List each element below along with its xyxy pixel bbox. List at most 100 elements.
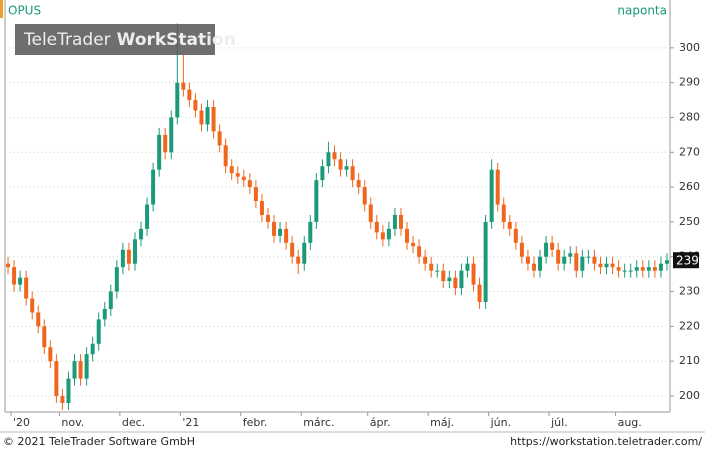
candle-body bbox=[114, 267, 119, 292]
candle-body bbox=[272, 221, 277, 236]
y-tick-label: 230 bbox=[679, 285, 700, 298]
candle-body bbox=[229, 166, 234, 174]
candle-body bbox=[556, 249, 561, 264]
candle-body bbox=[350, 166, 355, 181]
candle-body bbox=[259, 201, 264, 215]
y-tick-label: 250 bbox=[679, 215, 700, 228]
copyright: © 2021 TeleTrader Software GmbH bbox=[3, 435, 195, 448]
candle-body bbox=[235, 173, 240, 177]
candle-body bbox=[302, 242, 307, 264]
candle-body bbox=[265, 214, 270, 222]
candle-body bbox=[562, 256, 567, 264]
candle-body bbox=[157, 134, 162, 170]
watermark-brand: TeleTrader bbox=[23, 30, 111, 50]
candle-body bbox=[477, 284, 482, 302]
candle-body bbox=[471, 263, 476, 285]
candle-body bbox=[30, 298, 35, 313]
y-tick-label: 260 bbox=[679, 180, 700, 193]
candle-body bbox=[72, 361, 77, 379]
candle-body bbox=[253, 187, 258, 202]
x-tick-label: nov. bbox=[61, 416, 84, 429]
x-tick-label: dec. bbox=[122, 416, 145, 429]
candle-body bbox=[96, 319, 101, 344]
last-value: 239 bbox=[676, 254, 699, 268]
candle-body bbox=[592, 256, 597, 264]
candle-body bbox=[42, 326, 47, 348]
x-tick-label: márc. bbox=[303, 416, 334, 429]
candle-body bbox=[634, 267, 639, 271]
candle-body bbox=[84, 354, 89, 379]
candle-body bbox=[308, 221, 313, 243]
candle-body bbox=[18, 277, 23, 285]
candle-body bbox=[374, 221, 379, 233]
y-tick-label: 210 bbox=[679, 354, 700, 367]
last-value-box bbox=[673, 252, 699, 269]
y-tick-label: 290 bbox=[679, 76, 700, 89]
candle-body bbox=[429, 263, 434, 271]
candle-body bbox=[453, 277, 458, 289]
candle-body bbox=[423, 256, 428, 264]
y-tick-label: 220 bbox=[679, 319, 700, 332]
candle-body bbox=[586, 256, 591, 258]
candle-body bbox=[513, 228, 518, 243]
candle-body bbox=[199, 110, 204, 125]
candle-body bbox=[187, 89, 192, 101]
candle-body bbox=[6, 263, 11, 268]
chart-title: OPUS bbox=[8, 4, 41, 18]
source-url[interactable]: https://workstation.teletrader.com/ bbox=[510, 435, 702, 448]
watermark: TeleTrader WorkStation bbox=[23, 30, 236, 50]
candle-body bbox=[66, 378, 71, 403]
candle-body bbox=[344, 166, 349, 170]
candle-body bbox=[568, 253, 573, 257]
y-tick-label: 200 bbox=[679, 389, 700, 402]
candle-body bbox=[640, 267, 645, 271]
candle-body bbox=[314, 180, 319, 222]
candle-body bbox=[441, 270, 446, 282]
candle-body bbox=[368, 204, 373, 222]
y-tick-label: 300 bbox=[679, 41, 700, 54]
candle-body bbox=[102, 308, 107, 320]
candle-body bbox=[628, 270, 633, 272]
candle-body bbox=[616, 267, 621, 271]
candle-body bbox=[664, 260, 669, 264]
candle-body bbox=[24, 277, 29, 299]
candle-body bbox=[483, 221, 488, 302]
candle-body bbox=[332, 152, 337, 160]
x-tick-label: jún. bbox=[490, 416, 512, 429]
candle-body bbox=[326, 152, 331, 167]
candle-body bbox=[48, 347, 53, 362]
candle-body bbox=[126, 249, 131, 264]
candle-body bbox=[60, 395, 65, 403]
candle-body bbox=[580, 256, 585, 271]
candle-body bbox=[411, 242, 416, 247]
candle-body bbox=[610, 263, 615, 268]
candle-body bbox=[658, 263, 663, 271]
candle-body bbox=[386, 228, 391, 240]
candle-body bbox=[435, 270, 440, 272]
candle-body bbox=[447, 277, 452, 282]
candle-body bbox=[36, 312, 41, 327]
candle-body bbox=[290, 242, 295, 257]
candle-body bbox=[646, 267, 651, 271]
candle-body bbox=[598, 263, 603, 268]
interval-label: naponta bbox=[617, 4, 667, 18]
x-tick-label: '21 bbox=[182, 416, 199, 429]
candle-body bbox=[54, 361, 59, 396]
candle-body bbox=[574, 253, 579, 271]
candle-body bbox=[507, 221, 512, 229]
candle-body bbox=[320, 166, 325, 181]
candle-body bbox=[604, 263, 609, 268]
candle-body bbox=[241, 176, 246, 181]
candle-body bbox=[622, 270, 627, 272]
candle-body bbox=[139, 228, 144, 240]
candle-body bbox=[278, 228, 283, 236]
candle-body bbox=[145, 204, 150, 229]
candle-body bbox=[284, 228, 289, 243]
candle-body bbox=[108, 291, 113, 309]
candle-body bbox=[120, 249, 125, 268]
x-tick-label: '20 bbox=[13, 416, 30, 429]
candle-body bbox=[78, 361, 83, 379]
candle-body bbox=[211, 107, 216, 132]
candle-body bbox=[417, 246, 422, 257]
